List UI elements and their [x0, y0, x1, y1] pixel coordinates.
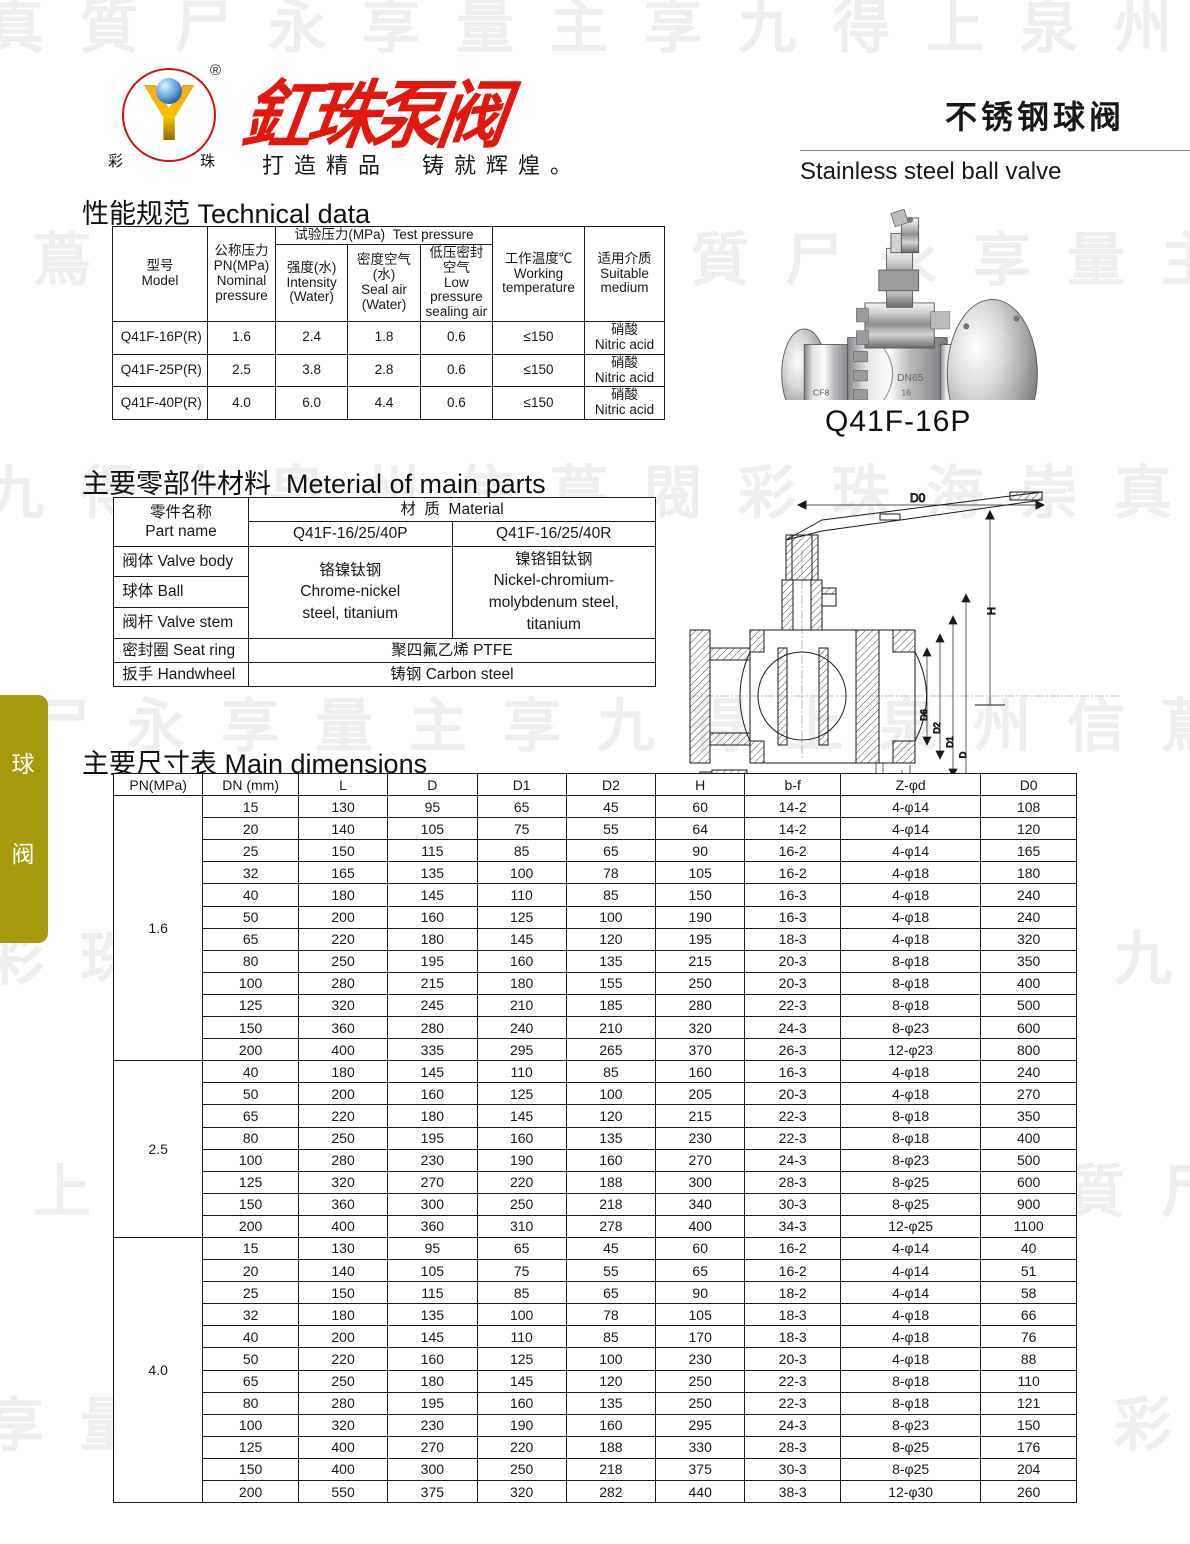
svg-text:D1: D1 — [945, 736, 955, 748]
svg-text:D0: D0 — [910, 491, 926, 505]
svg-text:D: D — [958, 751, 968, 758]
svg-text:H: H — [986, 607, 998, 615]
svg-text:CF8: CF8 — [813, 388, 830, 398]
svg-text:D2: D2 — [932, 722, 942, 734]
svg-text:16: 16 — [901, 388, 911, 398]
svg-text:D6: D6 — [919, 709, 929, 721]
svg-text:DN65: DN65 — [897, 373, 924, 384]
